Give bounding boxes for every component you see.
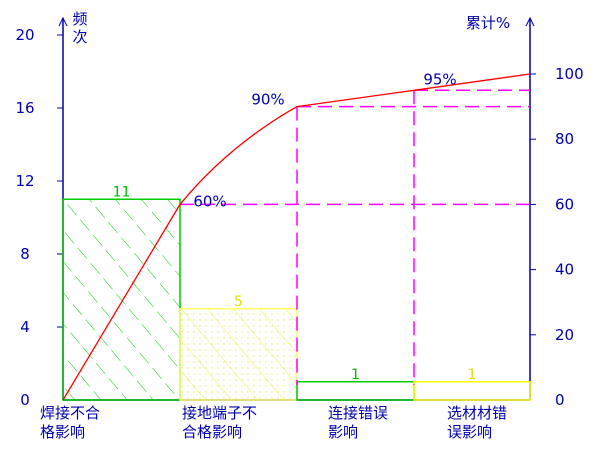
right-tick-label: 60 — [555, 195, 574, 213]
left-tick-label: 8 — [20, 245, 30, 263]
cumulative-label: 60% — [193, 192, 226, 210]
cumulative-line — [62, 73, 531, 401]
bar-value-label: 1 — [351, 367, 360, 383]
category-label: 选材材错 — [447, 404, 507, 422]
left-tick-label: 20 — [15, 26, 34, 44]
left-tick-label: 16 — [15, 99, 34, 117]
category-label: 焊接不合 — [40, 404, 100, 422]
cumulative-curve — [62, 73, 531, 401]
category-label: 误影响 — [447, 423, 492, 441]
bar — [413, 381, 531, 401]
category-label: 连接错误 — [328, 404, 388, 422]
category-label: 格影响 — [40, 423, 85, 441]
category-label: 接地端子不 — [182, 404, 257, 422]
guide-lines — [180, 89, 530, 385]
left-axis-title: 次 — [72, 28, 87, 46]
right-tick-label: 20 — [555, 326, 574, 344]
right-tick-label: 40 — [555, 261, 574, 279]
left-tick-label: 12 — [15, 172, 34, 190]
bars — [62, 198, 531, 401]
bar — [179, 308, 298, 401]
right-axis-arrow — [525, 16, 535, 27]
bar-value-label: 5 — [234, 294, 243, 310]
right-tick-label: 80 — [555, 130, 574, 148]
cumulative-label: 95% — [423, 70, 456, 88]
cumulative-label: 90% — [251, 91, 284, 109]
category-label: 合格影响 — [182, 423, 242, 441]
right-tick-label: 0 — [555, 391, 565, 409]
left-axis-arrow — [58, 16, 68, 27]
left-axis-title: 频 — [72, 10, 87, 28]
right-axis-title: 累计% — [466, 14, 510, 32]
right-tick-label: 100 — [555, 65, 584, 83]
left-tick-label: 0 — [20, 391, 30, 409]
bar-value-label: 11 — [113, 184, 131, 200]
category-label: 影响 — [328, 423, 358, 441]
left-tick-label: 4 — [20, 318, 30, 336]
bar-value-label: 1 — [468, 367, 477, 383]
bar — [296, 381, 415, 401]
